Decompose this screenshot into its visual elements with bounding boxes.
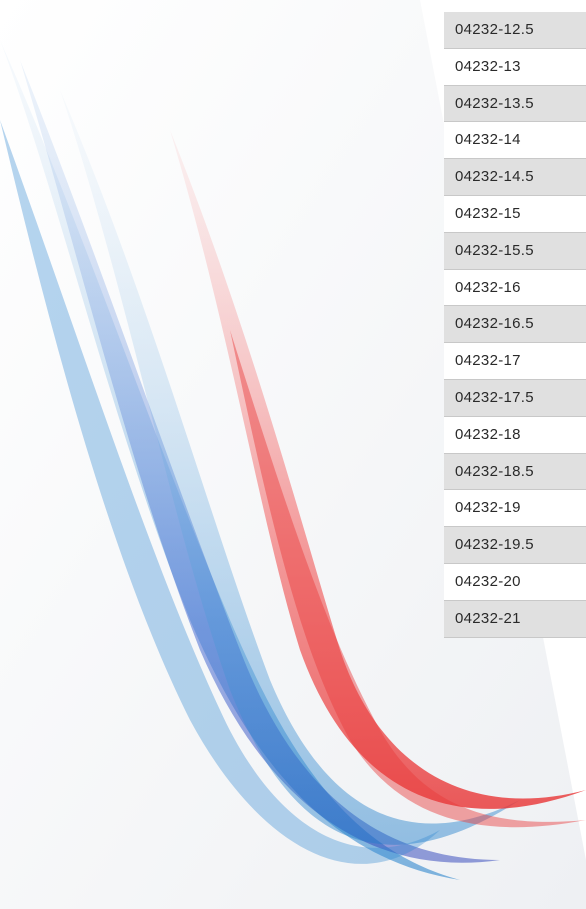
part-number-row: 04232-16.5	[444, 306, 586, 343]
part-number-row: 04232-13.5	[444, 86, 586, 123]
part-number-row: 04232-18	[444, 417, 586, 454]
page: {"table": {"rows": ["04232-12.5", "04232…	[0, 0, 586, 909]
part-number-row: 04232-12.5	[444, 12, 586, 49]
part-number-row: 04232-19.5	[444, 527, 586, 564]
part-number-row: 04232-17	[444, 343, 586, 380]
part-number-row: 04232-14.5	[444, 159, 586, 196]
part-number-row: 04232-16	[444, 270, 586, 307]
part-number-row: 04232-15	[444, 196, 586, 233]
part-number-row: 04232-13	[444, 49, 586, 86]
part-number-row: 04232-15.5	[444, 233, 586, 270]
part-number-row: 04232-18.5	[444, 454, 586, 491]
part-number-row: 04232-21	[444, 601, 586, 638]
part-number-row: 04232-19	[444, 490, 586, 527]
part-number-row: 04232-17.5	[444, 380, 586, 417]
part-number-row: 04232-20	[444, 564, 586, 601]
part-number-row: 04232-14	[444, 122, 586, 159]
